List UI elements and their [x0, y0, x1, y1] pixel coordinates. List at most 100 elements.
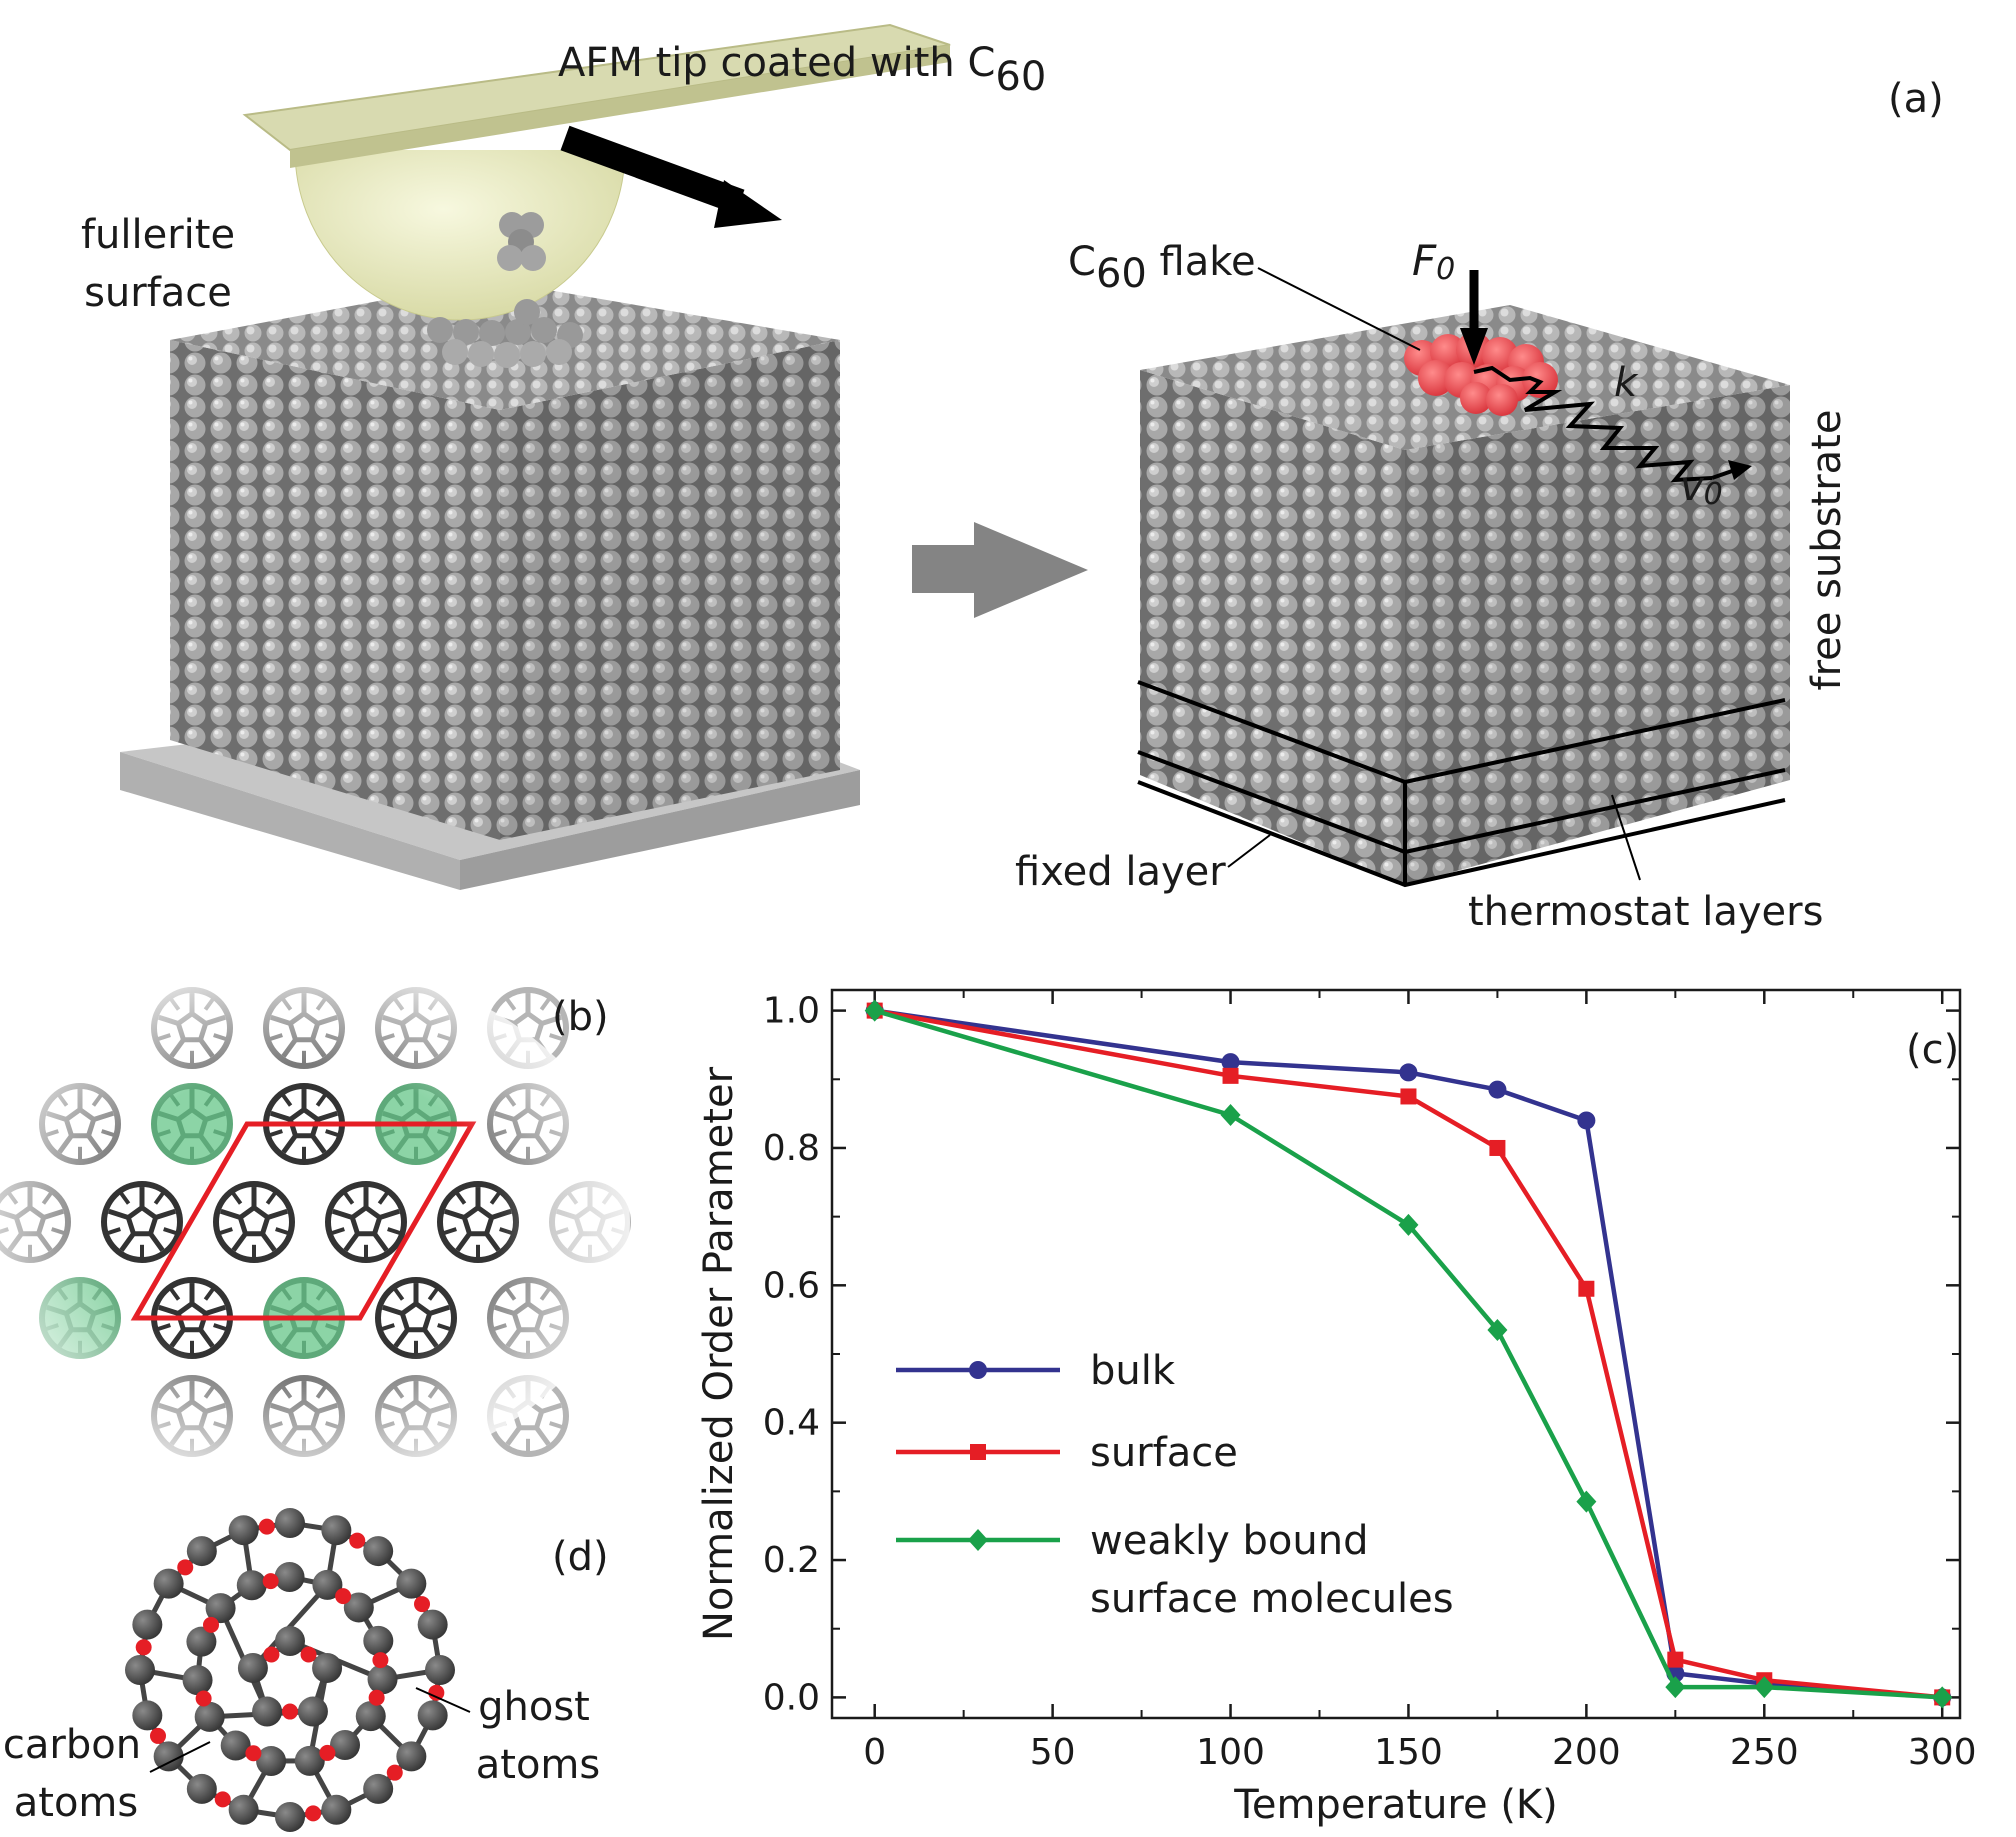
carbon-atom — [238, 1653, 268, 1683]
carbon-atom — [275, 1626, 305, 1656]
panel-b — [0, 962, 630, 1482]
legend-marker — [970, 1444, 986, 1460]
ghost-atom — [263, 1646, 279, 1662]
carbon-atom — [125, 1655, 155, 1685]
legend-label: bulk — [1090, 1348, 1176, 1394]
ghost-atom — [136, 1639, 152, 1655]
x-axis-label: Temperature (K) — [1233, 1782, 1558, 1828]
y-axis-label: Normalized Order Parameter — [696, 1066, 742, 1641]
carbon-atom — [183, 1665, 213, 1695]
carbon-atom — [187, 1774, 217, 1804]
fixed-leader — [1228, 835, 1270, 867]
data-point — [1577, 1111, 1595, 1129]
chart-legend: bulk surface weakly bound surface molecules — [896, 1348, 1454, 1622]
sim-block-front — [1140, 370, 1405, 885]
data-point — [1576, 1491, 1596, 1513]
carbon-atom — [275, 1562, 305, 1592]
ghost-atom — [259, 1519, 275, 1535]
data-point — [1221, 1104, 1241, 1126]
ghost-atom — [301, 1646, 317, 1662]
ghost-atom — [335, 1588, 351, 1604]
transition-arrow — [912, 522, 1088, 618]
panel-a-right — [1138, 268, 1790, 885]
x-tick-label: 300 — [1908, 1732, 1977, 1773]
x-tick-label: 200 — [1552, 1732, 1621, 1773]
carbon-atom — [368, 1664, 398, 1694]
panel-d-label: (d) — [552, 1534, 609, 1580]
carbon-atom — [312, 1653, 342, 1683]
ghost-atom — [215, 1791, 231, 1807]
carbon-atom — [396, 1569, 426, 1599]
data-point — [1399, 1063, 1417, 1081]
ghost-atom — [372, 1652, 388, 1668]
panel-b-label: (b) — [552, 994, 609, 1040]
ghost-atom — [319, 1745, 335, 1761]
ghost-atom — [203, 1617, 219, 1633]
carbon-atom — [237, 1570, 267, 1600]
carbon-atom — [275, 1508, 305, 1538]
carbon-atom — [321, 1795, 351, 1825]
x-tick-label: 0 — [863, 1732, 886, 1773]
legend-label: surface — [1090, 1430, 1238, 1476]
carbon-atom — [229, 1795, 259, 1825]
carbon-atom — [418, 1700, 448, 1730]
legend-label-line2: surface molecules — [1090, 1576, 1454, 1622]
carbon-atom — [252, 1697, 282, 1727]
data-point — [1578, 1281, 1594, 1297]
ghost-atom — [150, 1728, 166, 1744]
ghost-atom — [305, 1805, 321, 1821]
ghost-atom — [177, 1559, 193, 1575]
carbon-atom — [195, 1702, 225, 1732]
panel-c-label: (c) — [1906, 1027, 1959, 1073]
carbon-atom — [418, 1610, 448, 1640]
carbon-atom — [425, 1655, 455, 1685]
y-tick-label: 0.0 — [763, 1677, 820, 1718]
carbon-atom — [363, 1626, 393, 1656]
thermostat-label: thermostat layers — [1468, 889, 1823, 935]
ghost-atom — [245, 1745, 261, 1761]
ghost-atom — [196, 1691, 212, 1707]
panel-a-left — [120, 25, 950, 890]
ghost-label-line1: ghost — [478, 1684, 590, 1730]
y-tick-label: 0.8 — [763, 1128, 820, 1169]
data-point — [1667, 1652, 1683, 1668]
ghost-atom — [369, 1690, 385, 1706]
x-tick-label: 100 — [1196, 1732, 1265, 1773]
ghost-atom — [428, 1685, 444, 1701]
carbon-atom — [363, 1774, 393, 1804]
y-tick-label: 0.6 — [763, 1265, 820, 1306]
ghost-label-line2: atoms — [476, 1742, 600, 1788]
data-point — [1665, 1676, 1685, 1698]
carbon-label-line2: atoms — [14, 1780, 138, 1826]
carbon-atom — [363, 1536, 393, 1566]
panel-d — [125, 1508, 455, 1832]
carbon-atom — [275, 1802, 305, 1832]
x-tick-label: 250 — [1730, 1732, 1799, 1773]
carbon-atom — [356, 1701, 386, 1731]
panel-a-label: (a) — [1888, 76, 1944, 122]
data-point — [1488, 1081, 1506, 1099]
carbon-atom — [132, 1610, 162, 1640]
x-tick-label: 150 — [1374, 1732, 1443, 1773]
carbon-atom — [298, 1697, 328, 1727]
ghost-atom — [349, 1533, 365, 1549]
legend-marker — [969, 1361, 987, 1379]
ghost-atom — [414, 1596, 430, 1612]
carbon-atom — [187, 1536, 217, 1566]
flake-label: C60 flake — [1068, 239, 1256, 297]
data-point — [1489, 1140, 1505, 1156]
x-tick-label: 50 — [1030, 1732, 1076, 1773]
free-substrate-label: free substrate — [1804, 410, 1850, 691]
carbon-atom — [396, 1741, 426, 1771]
carbon-atom — [321, 1515, 351, 1545]
y-tick-label: 0.4 — [763, 1403, 820, 1444]
force-label: F0 — [1412, 236, 1455, 287]
carbon-label-line1: carbon — [3, 1722, 141, 1768]
y-tick-label: 0.2 — [763, 1540, 820, 1581]
surface-label-line1: fullerite — [81, 212, 235, 258]
carbon-atom — [154, 1569, 184, 1599]
surface-label-line2: surface — [84, 270, 232, 316]
data-point — [1223, 1068, 1239, 1084]
spring-label: k — [1614, 360, 1639, 406]
